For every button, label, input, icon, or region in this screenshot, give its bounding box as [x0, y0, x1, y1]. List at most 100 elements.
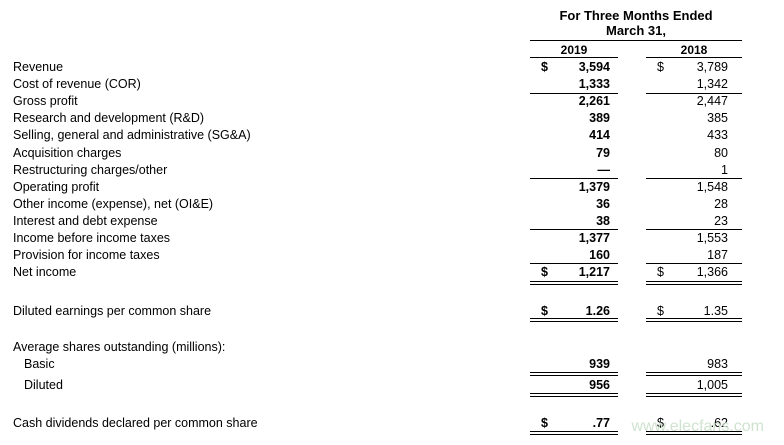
rule-interest-2018 [646, 229, 742, 230]
row-dollar-2019: $ [541, 60, 548, 74]
row-value-2018: 28 [714, 197, 728, 211]
rule-diluted-b-2018 [646, 396, 742, 397]
row-value-2019: 1,379 [578, 180, 610, 194]
year-rule-2019 [530, 57, 618, 58]
basic-value-2018: 983 [707, 357, 728, 371]
rule-provision-2018 [646, 263, 742, 264]
period-header-line2: March 31, [606, 23, 666, 38]
row-label: Other income (expense), net (OI&E) [13, 197, 214, 211]
year-2018-header: 2018 [680, 43, 708, 57]
rule-interest-2019 [530, 229, 618, 230]
row-value-2019: 3,594 [578, 60, 610, 74]
statement-row: Selling, general and administrative (SG&… [0, 128, 784, 145]
rule-dividends-b-2019 [530, 434, 618, 435]
rule-provision-2019 [530, 263, 618, 264]
row-value-2018: 187 [707, 248, 728, 262]
row-value-2019: 1,377 [578, 231, 610, 245]
rule-basic-b-2018 [646, 375, 742, 376]
rule-dividends-a-2019 [530, 431, 618, 432]
diluted-value-2018: 1,005 [696, 378, 728, 392]
row-value-2019: 160 [589, 248, 610, 262]
rule-eps-a-2019 [530, 318, 618, 319]
row-label: Income before income taxes [13, 231, 171, 245]
row-label: Net income [13, 265, 77, 279]
statement-row: Interest and debt expense 38 23 [0, 214, 784, 231]
rule-eps-b-2018 [646, 321, 742, 322]
rule-diluted-a-2018 [646, 393, 742, 394]
row-value-2019: 1,333 [578, 77, 610, 91]
diluted-label: Diluted [24, 378, 63, 392]
row-dollar-2018: $ [657, 60, 664, 74]
row-value-2018: 1,366 [696, 265, 728, 279]
row-value-2019: 36 [596, 197, 610, 211]
row-label: Interest and debt expense [13, 214, 158, 228]
row-value-2019: 38 [596, 214, 610, 228]
row-value-2018: 1,548 [696, 180, 728, 194]
row-value-2018: 1 [721, 163, 728, 177]
row-label: Revenue [13, 60, 64, 74]
basic-label: Basic [24, 357, 55, 371]
year-2019-header: 2019 [560, 43, 588, 57]
year-rule-2018 [646, 57, 742, 58]
row-label: Operating profit [13, 180, 100, 194]
rule-restructuring-2019 [530, 178, 618, 179]
rule-netincome-a-2018 [646, 281, 742, 282]
statement-row: Income before income taxes 1,377 1,553 [0, 231, 784, 248]
statement-row: Acquisition charges 79 80 [0, 146, 784, 163]
rule-restructuring-2018 [646, 178, 742, 179]
row-value-2019: 389 [589, 111, 610, 125]
row-label: Gross profit [13, 94, 78, 108]
row-label: Selling, general and administrative (SG&… [13, 128, 251, 142]
dividends-value-2018: .62 [710, 416, 728, 430]
dividends-label: Cash dividends declared per common share [13, 416, 258, 430]
diluted-value-2019: 956 [589, 378, 610, 392]
rule-dividends-a-2018 [646, 431, 742, 432]
rule-dividends-b-2018 [646, 434, 742, 435]
shares-heading-row: Average shares outstanding (millions): [0, 340, 784, 357]
statement-row: Provision for income taxes 160 187 [0, 248, 784, 265]
row-value-2018: 3,789 [696, 60, 728, 74]
statement-row: Gross profit 2,261 2,447 [0, 94, 784, 111]
basic-value-2019: 939 [589, 357, 610, 371]
row-value-2019: 2,261 [578, 94, 610, 108]
statement-row: Research and development (R&D) 389 385 [0, 111, 784, 128]
row-value-2019: 414 [589, 128, 610, 142]
statement-row: Operating profit 1,379 1,548 [0, 180, 784, 197]
rule-eps-b-2019 [530, 321, 618, 322]
rule-netincome-b-2019 [530, 284, 618, 285]
shares-heading: Average shares outstanding (millions): [13, 340, 226, 354]
dividends-dollar-2018: $ [657, 416, 664, 430]
eps-dollar-2018: $ [657, 304, 664, 318]
eps-label: Diluted earnings per common share [13, 304, 212, 318]
row-label: Provision for income taxes [13, 248, 160, 262]
statement-row: Net income $1,217 $1,366 [0, 265, 784, 282]
rule-diluted-a-2019 [530, 393, 618, 394]
period-header-line1: For Three Months Ended [559, 8, 713, 23]
statement-row: Cost of revenue (COR) 1,333 1,342 [0, 77, 784, 94]
row-dollar-2019: $ [541, 265, 548, 279]
rule-cor-2018 [646, 93, 742, 94]
dividends-dollar-2019: $ [541, 416, 548, 430]
header-rule [530, 40, 742, 41]
rule-netincome-a-2019 [530, 281, 618, 282]
row-dollar-2018: $ [657, 265, 664, 279]
eps-row: Diluted earnings per common share $ 1.26… [0, 304, 784, 321]
eps-dollar-2019: $ [541, 304, 548, 318]
diluted-row: Diluted 956 1,005 [0, 378, 784, 395]
rule-cor-2019 [530, 93, 618, 94]
rule-diluted-b-2019 [530, 396, 618, 397]
row-value-2018: 433 [707, 128, 728, 142]
rule-basic-a-2018 [646, 372, 742, 373]
basic-row: Basic 939 983 [0, 357, 784, 374]
row-label: Restructuring charges/other [13, 163, 168, 177]
row-value-2019: 1,217 [578, 265, 610, 279]
eps-value-2018: 1.35 [703, 304, 728, 318]
row-value-2018: 2,447 [696, 94, 728, 108]
row-label: Research and development (R&D) [13, 111, 205, 125]
row-value-2018: 1,553 [696, 231, 728, 245]
row-label: Acquisition charges [13, 146, 122, 160]
row-value-2018: 1,342 [696, 77, 728, 91]
row-value-2018: 80 [714, 146, 728, 160]
dividends-value-2019: .77 [592, 416, 610, 430]
row-label: Cost of revenue (COR) [13, 77, 141, 91]
